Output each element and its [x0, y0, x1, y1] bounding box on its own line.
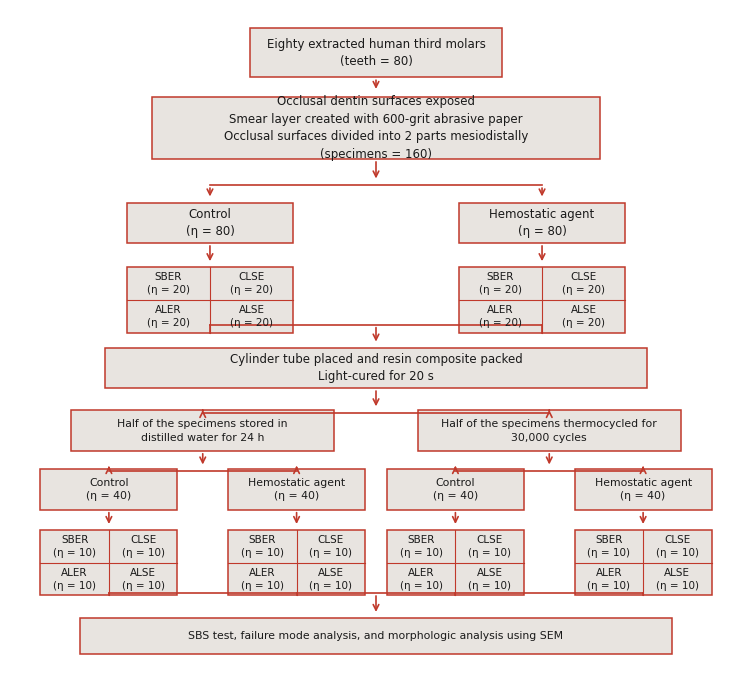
Text: ALSE
(η = 10): ALSE (η = 10): [656, 568, 699, 590]
Text: ALSE
(η = 20): ALSE (η = 20): [230, 305, 273, 328]
Text: CLSE
(η = 20): CLSE (η = 20): [230, 272, 273, 295]
Text: Hemostatic agent
(η = 40): Hemostatic agent (η = 40): [248, 478, 345, 501]
Text: Cylinder tube placed and resin composite packed
Light-cured for 20 s: Cylinder tube placed and resin composite…: [229, 353, 523, 383]
Text: SBER
(η = 10): SBER (η = 10): [587, 535, 630, 558]
Text: SBER
(η = 20): SBER (η = 20): [479, 272, 522, 295]
Text: Half of the specimens stored in
distilled water for 24 h: Half of the specimens stored in distille…: [117, 419, 288, 443]
Text: Control
(η = 40): Control (η = 40): [433, 478, 478, 501]
FancyBboxPatch shape: [41, 530, 177, 595]
Text: ALER
(η = 20): ALER (η = 20): [147, 305, 190, 328]
FancyBboxPatch shape: [387, 469, 524, 510]
Text: Hemostatic agent
(η = 80): Hemostatic agent (η = 80): [490, 208, 595, 238]
Text: Control
(η = 40): Control (η = 40): [86, 478, 132, 501]
FancyBboxPatch shape: [80, 618, 672, 654]
FancyBboxPatch shape: [575, 530, 711, 595]
Text: SBER
(η = 10): SBER (η = 10): [399, 535, 443, 558]
Text: SBS test, failure mode analysis, and morphologic analysis using SEM: SBS test, failure mode analysis, and mor…: [189, 631, 563, 641]
FancyBboxPatch shape: [575, 469, 711, 510]
FancyBboxPatch shape: [127, 202, 293, 243]
FancyBboxPatch shape: [228, 530, 365, 595]
Text: ALER
(η = 10): ALER (η = 10): [587, 568, 630, 590]
Text: ALER
(η = 10): ALER (η = 10): [241, 568, 284, 590]
Text: ALER
(η = 10): ALER (η = 10): [53, 568, 96, 590]
Text: ALSE
(η = 10): ALSE (η = 10): [468, 568, 511, 590]
FancyBboxPatch shape: [228, 469, 365, 510]
FancyBboxPatch shape: [127, 267, 293, 332]
Text: CLSE
(η = 10): CLSE (η = 10): [122, 535, 165, 558]
Text: Eighty extracted human third molars
(teeth = 80): Eighty extracted human third molars (tee…: [266, 37, 486, 68]
Text: SBER
(η = 10): SBER (η = 10): [241, 535, 284, 558]
FancyBboxPatch shape: [417, 411, 681, 451]
FancyBboxPatch shape: [41, 469, 177, 510]
Text: CLSE
(η = 10): CLSE (η = 10): [656, 535, 699, 558]
FancyBboxPatch shape: [152, 97, 600, 159]
Text: ALSE
(η = 20): ALSE (η = 20): [562, 305, 605, 328]
Text: ALER
(η = 20): ALER (η = 20): [479, 305, 522, 328]
Text: ALER
(η = 10): ALER (η = 10): [399, 568, 443, 590]
FancyBboxPatch shape: [459, 202, 625, 243]
Text: CLSE
(η = 10): CLSE (η = 10): [309, 535, 353, 558]
Text: CLSE
(η = 20): CLSE (η = 20): [562, 272, 605, 295]
Text: SBER
(η = 10): SBER (η = 10): [53, 535, 96, 558]
Text: ALSE
(η = 10): ALSE (η = 10): [122, 568, 165, 590]
FancyBboxPatch shape: [250, 29, 502, 78]
Text: Occlusal dentin surfaces exposed
Smear layer created with 600-grit abrasive pape: Occlusal dentin surfaces exposed Smear l…: [224, 95, 528, 161]
Text: ALSE
(η = 10): ALSE (η = 10): [309, 568, 353, 590]
FancyBboxPatch shape: [71, 411, 335, 451]
Text: SBER
(η = 20): SBER (η = 20): [147, 272, 190, 295]
Text: Half of the specimens thermocycled for
30,000 cycles: Half of the specimens thermocycled for 3…: [441, 419, 657, 443]
FancyBboxPatch shape: [459, 267, 625, 332]
Text: Hemostatic agent
(η = 40): Hemostatic agent (η = 40): [595, 478, 692, 501]
Text: CLSE
(η = 10): CLSE (η = 10): [468, 535, 511, 558]
Text: Control
(η = 80): Control (η = 80): [186, 208, 235, 238]
FancyBboxPatch shape: [387, 530, 524, 595]
FancyBboxPatch shape: [105, 348, 647, 388]
